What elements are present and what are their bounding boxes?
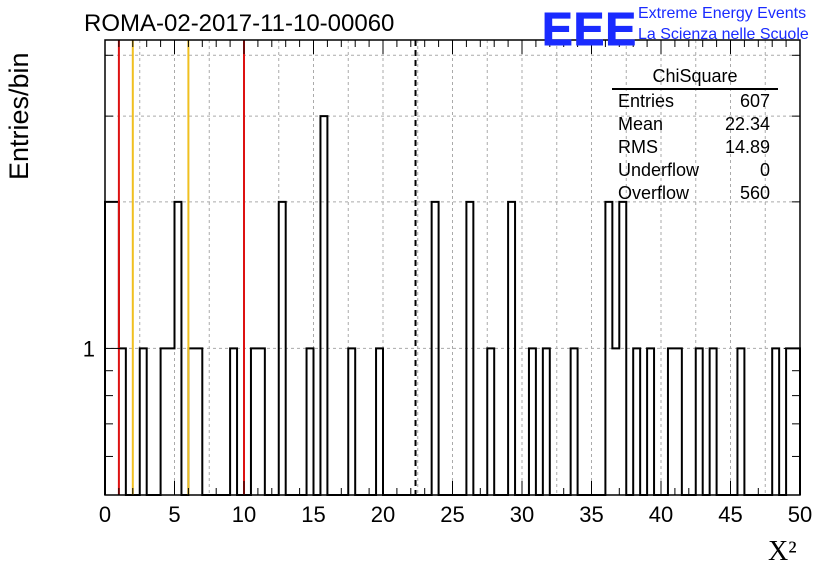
stats-row-rms: RMS 14.89 xyxy=(618,137,770,157)
x-tick-label: 20 xyxy=(371,502,395,527)
stats-row-overflow: Overflow 560 xyxy=(618,183,770,203)
stats-title: ChiSquare xyxy=(612,66,778,90)
y-tick-label: 1 xyxy=(83,336,95,361)
stats-box: ChiSquare Entries 607 Mean 22.34 RMS 14.89 … xyxy=(610,66,778,206)
x-tick-label: 50 xyxy=(788,502,812,527)
stats-row-entries: Entries 607 xyxy=(618,91,770,111)
stats-row-underflow: Underflow 0 xyxy=(618,160,770,180)
logo-line-1: Extreme Energy Events xyxy=(638,5,807,22)
logo-line-2: La Scienza nelle Scuole xyxy=(638,26,809,43)
y-axis-label: Entries/bin xyxy=(4,52,34,180)
x-tick-label: 40 xyxy=(649,502,673,527)
stats-row-mean: Mean 22.34 xyxy=(618,114,770,134)
x-tick-label: 30 xyxy=(510,502,534,527)
chart-title: ROMA-02-2017-11-10-00060 xyxy=(84,10,395,37)
eee-logo: EEE xyxy=(541,3,638,56)
x-axis-label: X² xyxy=(768,536,797,567)
x-tick-label: 10 xyxy=(232,502,256,527)
x-tick-label: 0 xyxy=(99,502,111,527)
x-tick-label: 45 xyxy=(718,502,742,527)
x-tick-label: 5 xyxy=(168,502,180,527)
x-tick-label: 25 xyxy=(440,502,464,527)
x-tick-label: 15 xyxy=(301,502,325,527)
x-tick-label: 35 xyxy=(579,502,603,527)
